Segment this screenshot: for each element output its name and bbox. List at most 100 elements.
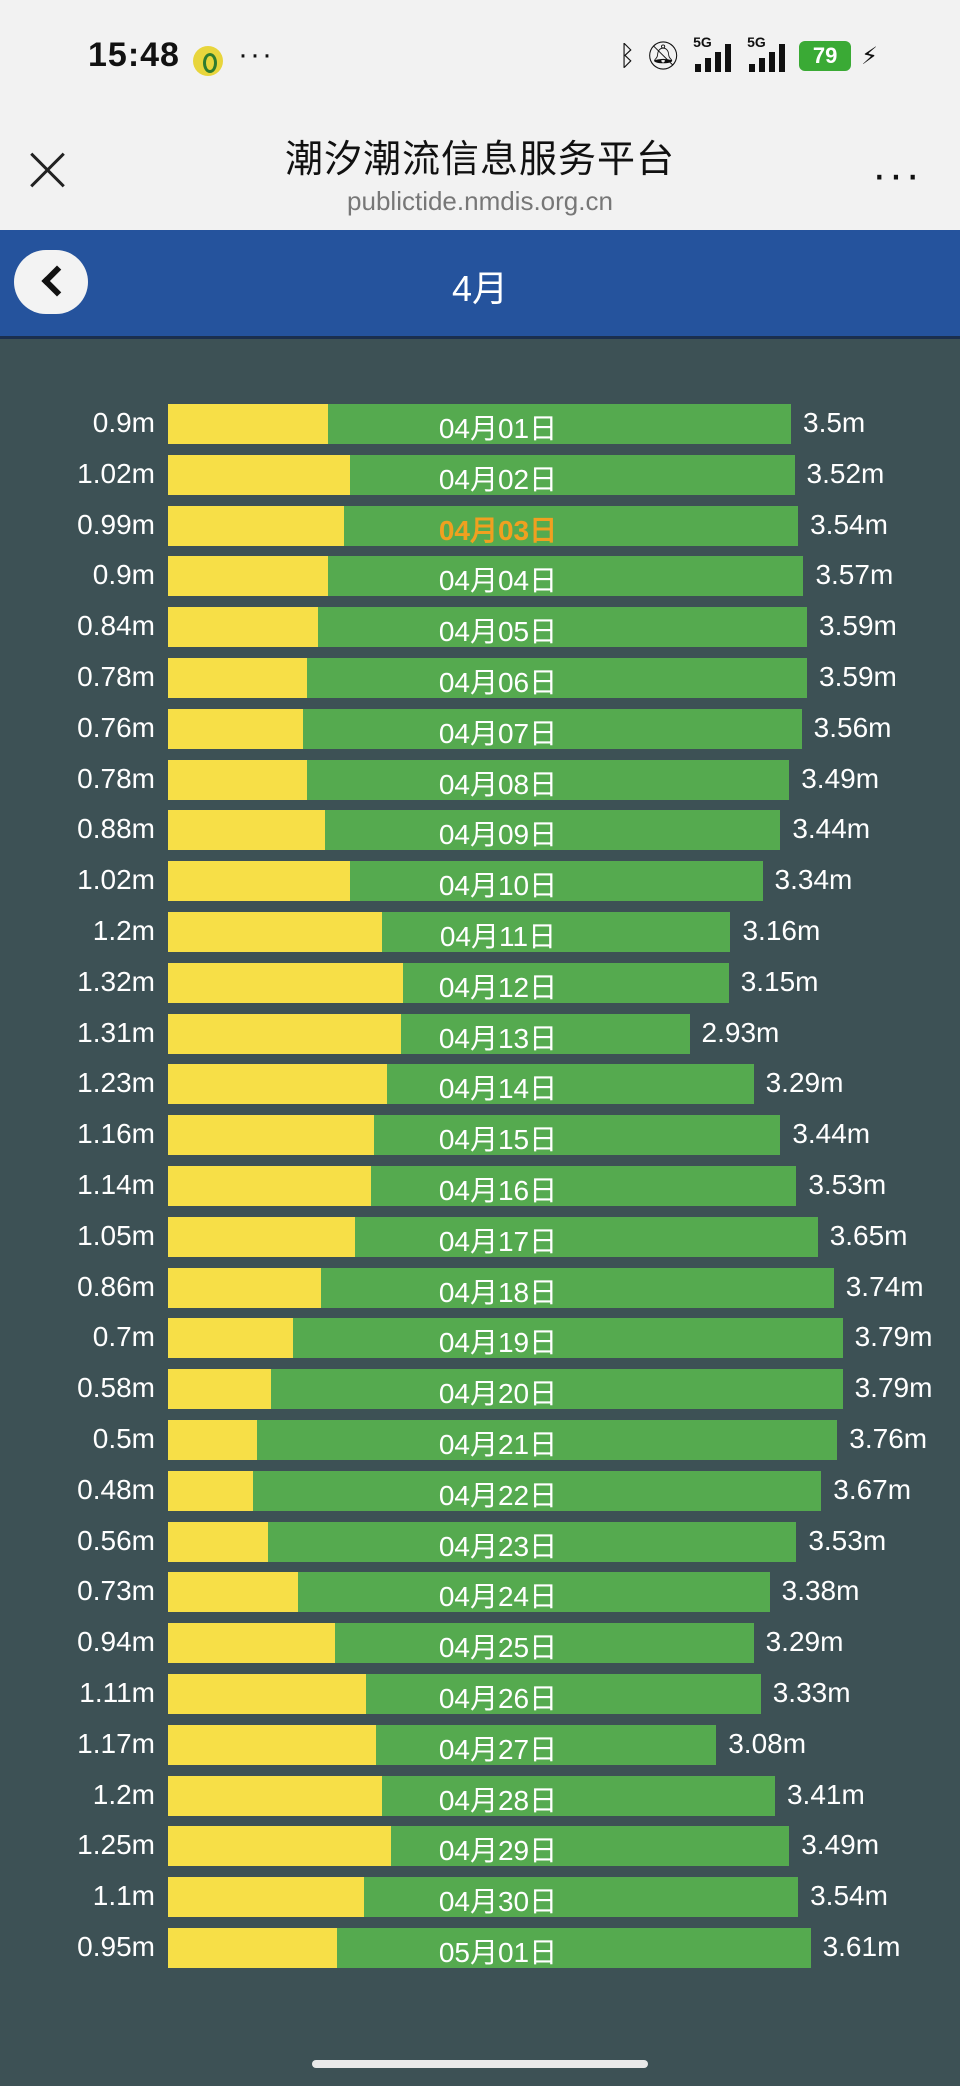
low-tide-label: 0.5m [92,1423,155,1454]
low-tide-bar [168,1724,377,1765]
low-tide-label: 0.78m [77,661,155,692]
tide-row[interactable]: 0.95m 05月01日 3.61m [0,1924,960,1975]
low-tide-label: 0.95m [77,1931,155,1962]
high-tide-label: 3.34m [774,864,853,896]
month-header: 4月 [0,230,960,339]
tide-row[interactable]: 0.78m 04月08日 3.49m [0,756,960,807]
date-label: 04月27日 [438,1733,558,1765]
low-tide-bar [168,810,325,851]
tide-row[interactable]: 0.9m 04月04日 3.57m [0,552,960,603]
tide-row[interactable]: 0.5m 04月21日 3.76m [0,1416,960,1467]
high-tide-label: 3.08m [728,1727,807,1759]
tide-row[interactable]: 0.99m 04月03日 3.54m [0,502,960,553]
more-menu-icon[interactable]: ··· [872,150,922,199]
date-label: 05月01日 [438,1937,558,1968]
tide-row[interactable]: 0.84m 04月05日 3.59m [0,603,960,654]
low-tide-label: 0.88m [77,813,155,845]
low-tide-label: 1.14m [77,1169,155,1200]
low-tide-bar [168,1572,298,1613]
high-tide-label: 3.29m [765,1626,844,1658]
low-tide-label: 1.11m [79,1677,155,1708]
tide-row[interactable]: 0.7m 04月19日 3.79m [0,1314,960,1365]
back-button[interactable] [14,250,88,314]
low-tide-label: 1.32m [77,965,155,997]
tide-row[interactable]: 1.1m 04月30日 3.54m [0,1873,960,1924]
tide-row[interactable]: 0.56m 04月23日 3.53m [0,1518,960,1569]
low-tide-bar [168,505,345,546]
date-label: 04月23日 [438,1530,558,1562]
high-tide-label: 3.56m [813,711,892,743]
low-tide-label: 0.78m [77,762,155,794]
low-tide-bar [168,1064,387,1105]
date-label: 04月09日 [438,819,558,851]
date-label: 04月06日 [438,667,558,698]
date-label: 04月22日 [438,1479,558,1511]
high-tide-label: 3.59m [819,661,897,692]
high-tide-label: 3.54m [810,508,888,540]
low-tide-label: 1.23m [77,1067,155,1099]
tide-row[interactable]: 0.94m 04月25日 3.29m [0,1619,960,1670]
low-tide-bar [168,1470,254,1511]
month-title: 4月 [451,268,509,309]
low-tide-label: 0.99m [77,508,155,540]
tide-row[interactable]: 0.9m 04月01日 3.5m [0,400,960,451]
signal-icon: 5G [691,34,735,72]
date-label: 04月10日 [438,870,558,902]
tide-row[interactable]: 0.48m 04月22日 3.67m [0,1467,960,1518]
tide-row[interactable]: 1.25m 04月29日 3.49m [0,1822,960,1873]
low-tide-bar [168,556,329,597]
tide-row[interactable]: 1.02m 04月10日 3.34m [0,857,960,908]
status-time: 15:48 [88,36,180,74]
low-tide-bar [168,708,304,749]
date-label: 04月30日 [438,1886,558,1918]
app-notification-icon [193,46,223,76]
signal-label: 5G [747,34,766,50]
high-tide-label: 2.93m [701,1016,780,1048]
tide-row[interactable]: 0.86m 04月18日 3.74m [0,1264,960,1315]
charging-icon: ⚡︎ [861,42,878,70]
high-tide-label: 3.79m [854,1321,933,1353]
tide-row[interactable]: 1.14m 04月16日 3.53m [0,1162,960,1213]
low-tide-label: 1.05m [77,1219,155,1251]
tide-row[interactable]: 1.11m 04月26日 3.33m [0,1670,960,1721]
low-tide-label: 0.9m [92,407,155,438]
low-tide-label: 0.7m [92,1321,155,1353]
home-indicator[interactable] [312,2060,648,2068]
high-tide-label: 3.41m [786,1778,865,1810]
battery-icon: 79 [799,41,852,71]
high-tide-label: 3.59m [819,610,897,642]
high-tide-label: 3.65m [829,1219,908,1251]
bluetooth-icon: ᛒ [618,40,636,71]
low-tide-label: 1.2m [92,1778,155,1810]
tide-row[interactable]: 1.16m 04月15日 3.44m [0,1111,960,1162]
low-tide-bar [168,1775,382,1816]
tide-row[interactable]: 1.05m 04月17日 3.65m [0,1213,960,1264]
tide-row[interactable]: 1.2m 04月28日 3.41m [0,1772,960,1823]
tide-row[interactable]: 1.31m 04月13日 2.93m [0,1010,960,1061]
page-title: 潮汐潮流信息服务平台 [284,139,675,181]
tide-row[interactable]: 0.76m 04月07日 3.56m [0,705,960,756]
tide-row[interactable]: 1.02m 04月02日 3.52m [0,451,960,502]
high-tide-label: 3.79m [854,1372,933,1404]
tide-row[interactable]: 1.17m 04月27日 3.08m [0,1721,960,1772]
low-tide-bar [168,861,350,902]
low-tide-bar [168,1369,272,1410]
status-bar: 15:48 ··· ᛒ 🔕︎ 5G 5G 79 ⚡︎ [0,0,960,120]
tide-row[interactable]: 1.23m 04月14日 3.29m [0,1060,960,1111]
high-tide-label: 3.67m [833,1473,912,1505]
low-tide-label: 1.02m [77,457,155,489]
date-label: 04月05日 [438,616,558,648]
tide-row[interactable]: 0.58m 04月20日 3.79m [0,1365,960,1416]
high-tide-label: 3.76m [849,1423,928,1454]
high-tide-bar [168,1470,822,1511]
tide-row[interactable]: 1.32m 04月12日 3.15m [0,959,960,1010]
tide-row[interactable]: 0.78m 04月06日 3.59m [0,654,960,705]
high-tide-bar [168,1369,843,1410]
low-tide-bar [168,454,350,495]
tide-row[interactable]: 0.88m 04月09日 3.44m [0,806,960,857]
date-label: 04月26日 [438,1683,558,1714]
date-label: 04月24日 [438,1581,558,1613]
low-tide-label: 0.76m [77,711,155,743]
tide-row[interactable]: 0.73m 04月24日 3.38m [0,1568,960,1619]
tide-row[interactable]: 1.2m 04月11日 3.16m [0,908,960,959]
